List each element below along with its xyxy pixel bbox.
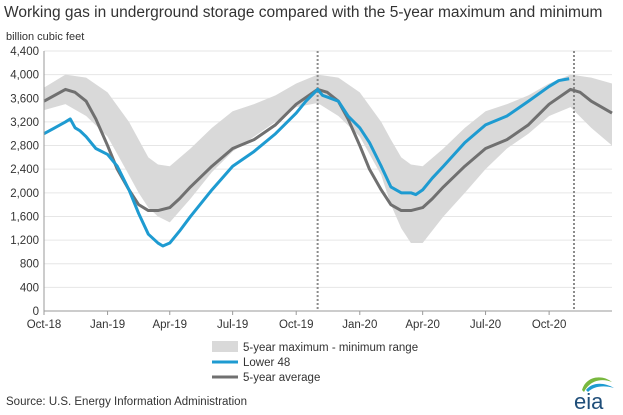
- y-tick-label: 4,000: [10, 70, 39, 82]
- x-tick-label: Oct-20: [532, 319, 567, 331]
- chart-title: Working gas in underground storage compa…: [4, 4, 603, 21]
- y-tick-label: 2,800: [10, 141, 39, 153]
- y-tick-label: 3,200: [10, 117, 39, 129]
- series-layer: [43, 77, 613, 248]
- legend-label-lower48: Lower 48: [243, 357, 290, 369]
- range-layer: [44, 74, 612, 244]
- series-line-lower-48: [43, 77, 570, 248]
- x-tick-label: Apr-20: [405, 319, 440, 331]
- source-note: Source: U.S. Energy Information Administ…: [6, 396, 247, 408]
- axes: [43, 51, 612, 315]
- x-tick-label: Jul-19: [217, 319, 248, 331]
- y-tick-label: 800: [20, 259, 39, 271]
- legend-label-average: 5-year average: [243, 372, 320, 384]
- y-tick-label: 400: [20, 282, 39, 294]
- legend: 5-year maximum - minimum range Lower 48 …: [212, 341, 418, 384]
- range-band: [44, 74, 612, 244]
- y-tick-label: 1,200: [10, 235, 39, 247]
- y-tick-label: 0: [33, 306, 39, 318]
- legend-swatch-range: [212, 341, 238, 352]
- x-tick-label: Oct-19: [279, 319, 314, 331]
- y-tick-label: 2,000: [10, 188, 39, 200]
- legend-label-range: 5-year maximum - minimum range: [243, 342, 418, 354]
- x-tick-label: Jan-19: [90, 319, 125, 331]
- eia-logo: eia: [574, 377, 614, 412]
- y-tick-label: 4,400: [10, 46, 39, 58]
- logo-swoosh-blue: [586, 383, 614, 392]
- date-markers: [316, 51, 575, 311]
- y-tick-labels: 0 400 800 1,200 1,600 2,000 2,400 2,800 3,200 3,6…: [10, 46, 39, 318]
- y-tick-label: 2,400: [10, 164, 39, 176]
- x-tick-labels: Oct-18 Jan-19 Apr-19 Jul-19 Oct-19 Jan-20 Apr-…: [27, 319, 567, 331]
- logo-wordmark: eia: [574, 389, 604, 412]
- x-tick-label: Apr-19: [152, 319, 187, 331]
- x-tick-label: Jan-20: [342, 319, 377, 331]
- y-axis-unit-label: billion cubic feet: [6, 31, 85, 43]
- y-tick-label: 3,600: [10, 93, 39, 105]
- x-tick-label: Jul-20: [470, 319, 501, 331]
- x-tick-label: Oct-18: [27, 319, 62, 331]
- y-tick-label: 1,600: [10, 211, 39, 223]
- logo-swoosh-green: [582, 377, 612, 392]
